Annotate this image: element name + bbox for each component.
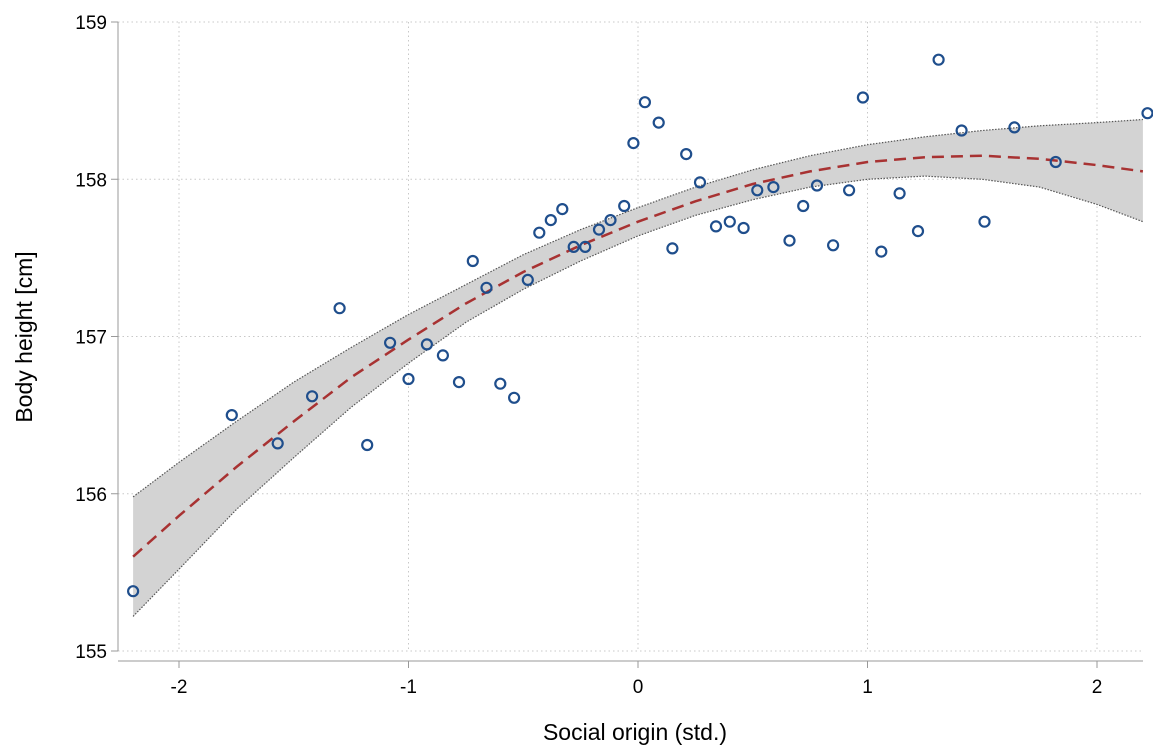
data-point (666, 242, 679, 255)
data-point (494, 377, 507, 390)
data-point (556, 203, 569, 216)
data-point (856, 91, 870, 104)
x-tick-label: 2 (1092, 677, 1103, 698)
confidence-band (132, 118, 1144, 617)
y-tick-label: 159 (75, 13, 107, 34)
data-point (402, 372, 415, 386)
data-point (1141, 107, 1153, 120)
data-point (638, 96, 652, 109)
y-tick-label: 158 (75, 170, 107, 191)
confidence-band-area (133, 119, 1143, 617)
data-point (384, 336, 397, 349)
data-point (466, 254, 479, 268)
y-tick-label: 157 (75, 328, 107, 349)
data-point (533, 226, 546, 239)
data-point (592, 223, 606, 236)
data-point (932, 53, 945, 66)
x-tick-label: -2 (171, 677, 188, 698)
x-tick-label: 1 (862, 677, 873, 698)
data-point (767, 181, 780, 194)
data-point (604, 214, 617, 227)
data-point (693, 176, 707, 189)
data-point (842, 184, 856, 197)
data-point (709, 220, 723, 233)
data-point (507, 391, 521, 404)
data-point (480, 281, 493, 294)
data-point (751, 184, 764, 197)
data-point (826, 239, 840, 252)
data-point (797, 199, 810, 213)
data-point (452, 376, 466, 389)
confidence-band-lower (132, 175, 1144, 617)
fit-line-layer (132, 154, 1144, 558)
data-point (627, 137, 640, 150)
data-point (436, 349, 449, 362)
data-point (723, 215, 736, 228)
y-tick-label: 155 (75, 642, 107, 663)
data-point (361, 438, 374, 452)
data-point (783, 234, 796, 247)
x-axis-title: Social origin (std.) (543, 719, 727, 745)
axis-labels: Social origin (std.) Body height [cm] (11, 251, 727, 745)
data-point (521, 273, 534, 286)
data-point (893, 187, 906, 200)
data-point (680, 148, 693, 161)
data-point (127, 585, 140, 598)
x-tick-label: -1 (400, 677, 417, 698)
data-point (911, 225, 925, 238)
data-point (420, 338, 433, 351)
data-point (544, 214, 557, 227)
data-point (1008, 121, 1021, 134)
data-point (271, 437, 284, 450)
data-points (127, 53, 1153, 598)
data-point (579, 240, 592, 253)
data-point (978, 215, 991, 228)
data-point (567, 240, 580, 253)
data-point (810, 179, 824, 192)
data-point (875, 245, 888, 258)
data-point (737, 221, 750, 235)
fit-line (132, 154, 1144, 558)
y-axis-title: Body height [cm] (11, 251, 37, 422)
x-tick-label: 0 (633, 677, 644, 698)
data-point (306, 390, 319, 403)
data-point (333, 302, 346, 315)
axes: 155 156 157 158 159 -2 -1 0 1 2 (75, 13, 1143, 698)
data-point (1049, 155, 1062, 169)
data-point (618, 199, 631, 213)
data-point (652, 116, 665, 129)
data-point (955, 124, 968, 137)
y-tick-label: 156 (75, 485, 107, 506)
grid-lines (118, 21, 1143, 652)
data-point (225, 409, 238, 422)
